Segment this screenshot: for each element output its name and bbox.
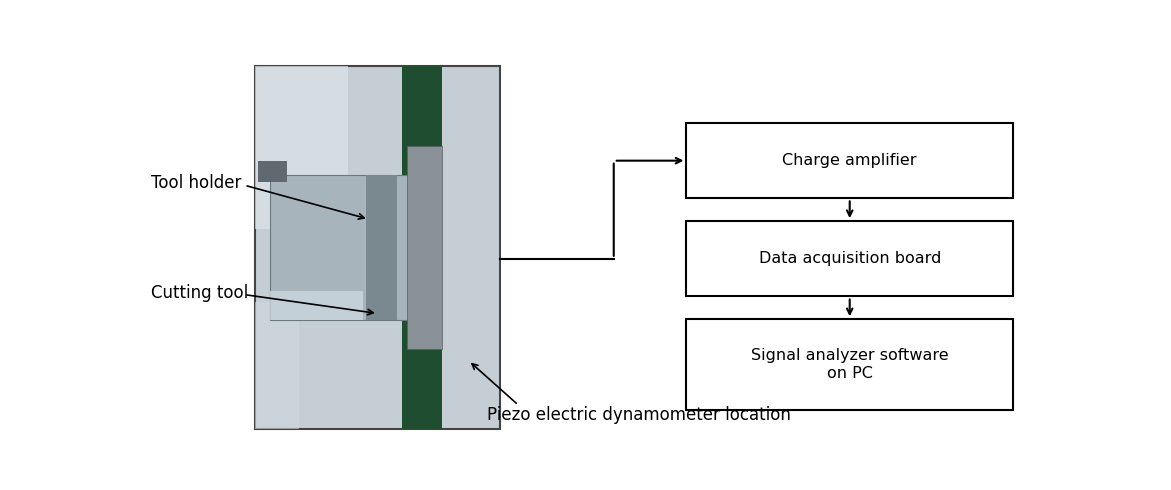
Text: Charge amplifier: Charge amplifier [782,153,917,168]
FancyBboxPatch shape [686,319,1013,410]
Text: Cutting tool: Cutting tool [151,284,248,302]
Bar [408,146,441,349]
Bar [255,302,300,429]
Bar [258,161,287,182]
Text: Signal analyzer software
on PC: Signal analyzer software on PC [751,348,949,381]
Text: Data acquisition board: Data acquisition board [759,251,940,266]
FancyBboxPatch shape [686,123,1013,198]
Text: Tool holder: Tool holder [151,174,241,192]
Text: Piezo electric dynamometer location: Piezo electric dynamometer location [487,406,790,424]
Bar [255,66,500,429]
Bar [271,175,412,320]
Bar [271,291,363,320]
Bar [255,66,349,229]
FancyBboxPatch shape [686,221,1013,296]
Bar [365,175,397,320]
Bar [403,66,441,429]
